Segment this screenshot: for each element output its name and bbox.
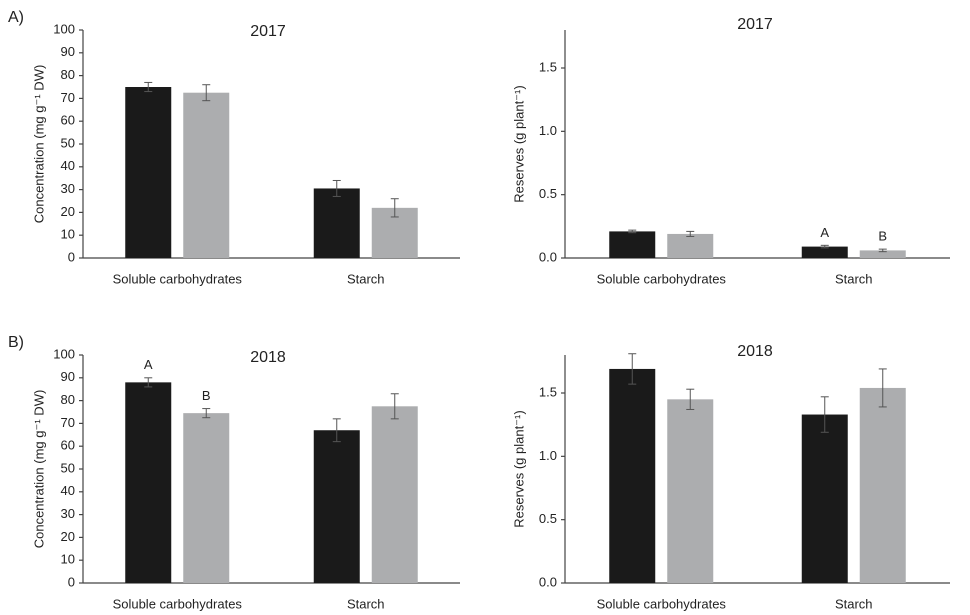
x-tick-label: Soluble carbohydrates — [113, 596, 243, 611]
x-tick-label: Soluble carbohydrates — [597, 271, 727, 286]
bar — [313, 188, 360, 258]
y-tick-label: 90 — [61, 369, 75, 384]
y-tick-label: 1.5 — [539, 384, 557, 399]
y-tick-label: 1.0 — [539, 448, 557, 463]
y-tick-label: 1.5 — [539, 59, 557, 74]
y-tick-label: 10 — [61, 227, 75, 242]
y-tick-label: 70 — [61, 90, 75, 105]
y-tick-label: 10 — [61, 552, 75, 567]
y-tick-label: 40 — [61, 483, 75, 498]
bar — [183, 92, 230, 258]
panel-label: B) — [8, 334, 24, 351]
bar — [125, 87, 172, 258]
y-tick-label: 60 — [61, 438, 75, 453]
y-axis-label: Concentration (mg g⁻¹ DW) — [31, 65, 46, 224]
y-tick-label: 0.5 — [539, 186, 557, 201]
x-tick-label: Soluble carbohydrates — [113, 271, 243, 286]
y-tick-label: 100 — [53, 346, 75, 361]
chart-title: 2017 — [737, 16, 773, 33]
bar — [609, 368, 656, 583]
bar — [801, 414, 848, 583]
chart-title: 2018 — [250, 349, 286, 366]
y-tick-label: 30 — [61, 181, 75, 196]
y-axis-label: Reserves (g plant⁻¹) — [511, 85, 526, 202]
y-axis-label: Concentration (mg g⁻¹ DW) — [31, 390, 46, 549]
significance-letter: A — [144, 357, 153, 372]
y-tick-label: 0.0 — [539, 249, 557, 264]
x-tick-label: Starch — [835, 596, 873, 611]
bar — [313, 430, 360, 583]
y-axis-label: Reserves (g plant⁻¹) — [511, 410, 526, 527]
bar — [609, 231, 656, 258]
y-tick-label: 50 — [61, 460, 75, 475]
x-tick-label: Soluble carbohydrates — [597, 596, 727, 611]
x-tick-label: Starch — [835, 271, 873, 286]
y-tick-label: 0 — [68, 574, 75, 589]
significance-letter: B — [202, 388, 211, 403]
y-tick-label: 0.0 — [539, 574, 557, 589]
bar — [801, 246, 848, 258]
y-tick-label: 80 — [61, 67, 75, 82]
bar — [183, 413, 230, 583]
y-tick-label: 30 — [61, 506, 75, 521]
x-tick-label: Starch — [347, 596, 385, 611]
significance-letter: A — [820, 225, 829, 240]
y-tick-label: 40 — [61, 158, 75, 173]
y-tick-label: 20 — [61, 204, 75, 219]
panel-label: A) — [8, 9, 24, 26]
significance-letter: B — [878, 229, 887, 244]
y-tick-label: 20 — [61, 529, 75, 544]
y-tick-label: 0 — [68, 249, 75, 264]
x-tick-label: Starch — [347, 271, 385, 286]
y-tick-label: 80 — [61, 392, 75, 407]
y-tick-label: 100 — [53, 21, 75, 36]
chart-title: 2018 — [737, 343, 773, 360]
y-tick-label: 90 — [61, 44, 75, 59]
bar — [125, 382, 172, 583]
y-tick-label: 50 — [61, 135, 75, 150]
bar — [667, 233, 714, 258]
y-tick-label: 0.5 — [539, 511, 557, 526]
bar — [859, 250, 906, 258]
y-tick-label: 60 — [61, 113, 75, 128]
bar — [371, 406, 418, 583]
bar — [667, 399, 714, 583]
bar — [859, 387, 906, 583]
y-tick-label: 70 — [61, 415, 75, 430]
y-tick-label: 1.0 — [539, 123, 557, 138]
chart-title: 2017 — [250, 23, 286, 40]
